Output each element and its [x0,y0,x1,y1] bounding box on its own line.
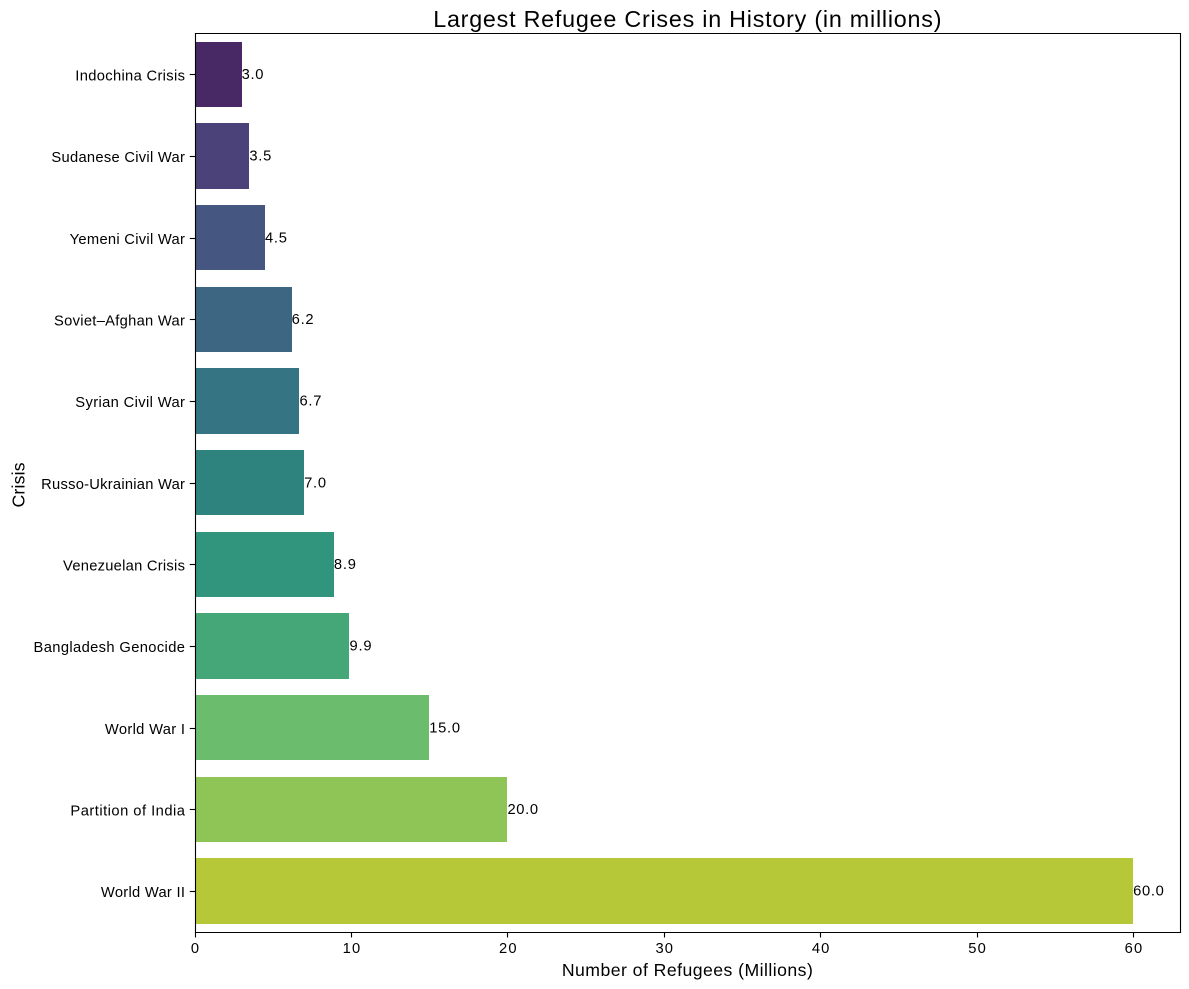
svg-text:6.7: 6.7 [299,394,321,410]
svg-text:Number of Refugees (Millions): Number of Refugees (Millions) [562,960,813,980]
svg-text:15.0: 15.0 [429,720,460,736]
svg-text:4.5: 4.5 [265,230,287,246]
svg-text:30: 30 [655,941,673,957]
svg-text:20: 20 [499,941,517,957]
svg-text:Indochina Crisis: Indochina Crisis [75,69,185,85]
svg-text:Largest Refugee Crises in Hist: Largest Refugee Crises in History (in mi… [433,6,941,32]
svg-text:3.5: 3.5 [249,149,271,165]
svg-text:World War II: World War II [101,885,185,901]
svg-text:World War I: World War I [105,722,185,738]
svg-text:Syrian Civil War: Syrian Civil War [75,395,185,411]
svg-text:Yemeni Civil War: Yemeni Civil War [70,232,185,248]
svg-text:40: 40 [812,941,830,957]
svg-text:9.9: 9.9 [349,639,371,655]
svg-text:10: 10 [343,941,361,957]
svg-text:Partition of India: Partition of India [70,804,185,820]
svg-text:Russo-Ukrainian War: Russo-Ukrainian War [41,477,185,493]
svg-text:Bangladesh Genocide: Bangladesh Genocide [34,640,185,656]
svg-text:Soviet–Afghan War: Soviet–Afghan War [54,314,185,330]
svg-text:7.0: 7.0 [304,475,326,491]
svg-text:Venezuelan Crisis: Venezuelan Crisis [63,559,185,575]
svg-text:3.0: 3.0 [242,67,264,83]
svg-text:60: 60 [1125,941,1143,957]
svg-text:Sudanese Civil War: Sudanese Civil War [51,150,185,166]
svg-text:6.2: 6.2 [292,312,314,328]
svg-text:20.0: 20.0 [507,802,538,818]
svg-text:Crisis: Crisis [8,462,28,507]
svg-text:60.0: 60.0 [1133,884,1164,900]
svg-text:0: 0 [191,941,199,957]
svg-text:8.9: 8.9 [334,557,356,573]
svg-text:50: 50 [968,941,986,957]
